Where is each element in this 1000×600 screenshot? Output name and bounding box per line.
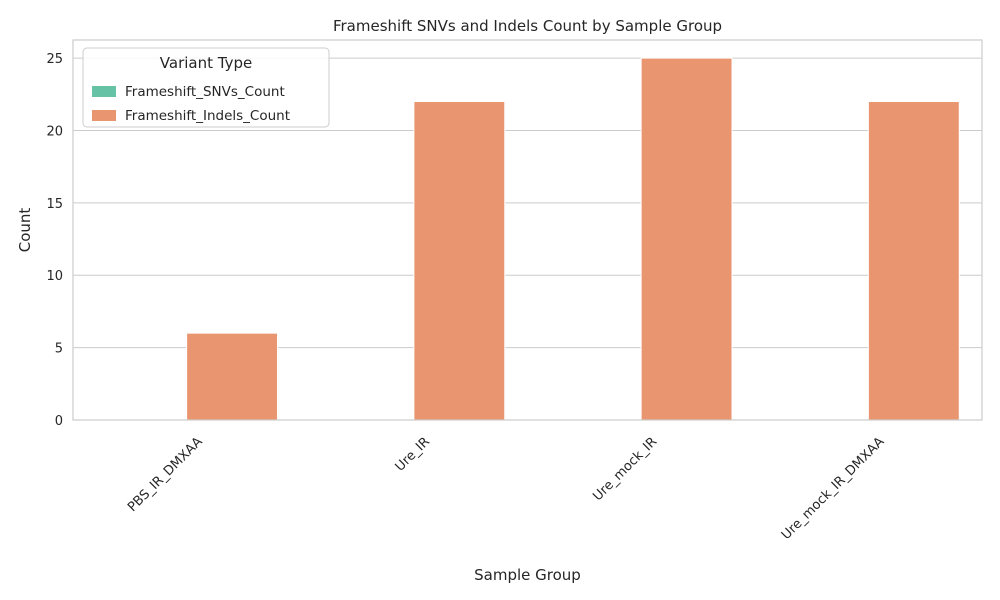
- y-tick-label: 10: [46, 269, 63, 284]
- y-tick-label: 0: [55, 414, 63, 429]
- bars: [186, 57, 960, 421]
- legend-label: Frameshift_SNVs_Count: [125, 84, 285, 100]
- bar-Frameshift_Indels_Count-Ure_mock_IR: [640, 57, 733, 421]
- bar-Frameshift_Indels_Count-Ure_mock_IR_DMXAA: [867, 101, 960, 421]
- chart-title: Frameshift SNVs and Indels Count by Samp…: [333, 17, 722, 35]
- bar-Frameshift_Indels_Count-Ure_IR: [413, 101, 506, 421]
- legend: Variant Type Frameshift_SNVs_CountFrames…: [82, 47, 330, 128]
- legend-items: Frameshift_SNVs_Count Frameshift_Indels_C…: [92, 84, 290, 124]
- legend-label: Frameshift_Indels_Count: [125, 108, 290, 124]
- legend-box: [82, 47, 330, 128]
- y-tick-label: 20: [46, 124, 63, 139]
- legend-title: Variant Type: [160, 54, 252, 72]
- bar-Frameshift_Indels_Count-PBS_IR_DMXAA: [186, 332, 279, 421]
- y-tick-label: 25: [46, 52, 63, 67]
- y-tick-label: 15: [46, 197, 63, 212]
- y-tick-label: 5: [55, 342, 63, 357]
- y-tick-labels: 0 5 10 15 20 25: [46, 52, 63, 429]
- legend-swatch: [92, 86, 116, 97]
- y-axis-title: Count: [16, 208, 34, 253]
- plot-frame: [72, 39, 983, 421]
- legend-swatch: [92, 110, 116, 121]
- x-axis-title: Sample Group: [474, 566, 581, 584]
